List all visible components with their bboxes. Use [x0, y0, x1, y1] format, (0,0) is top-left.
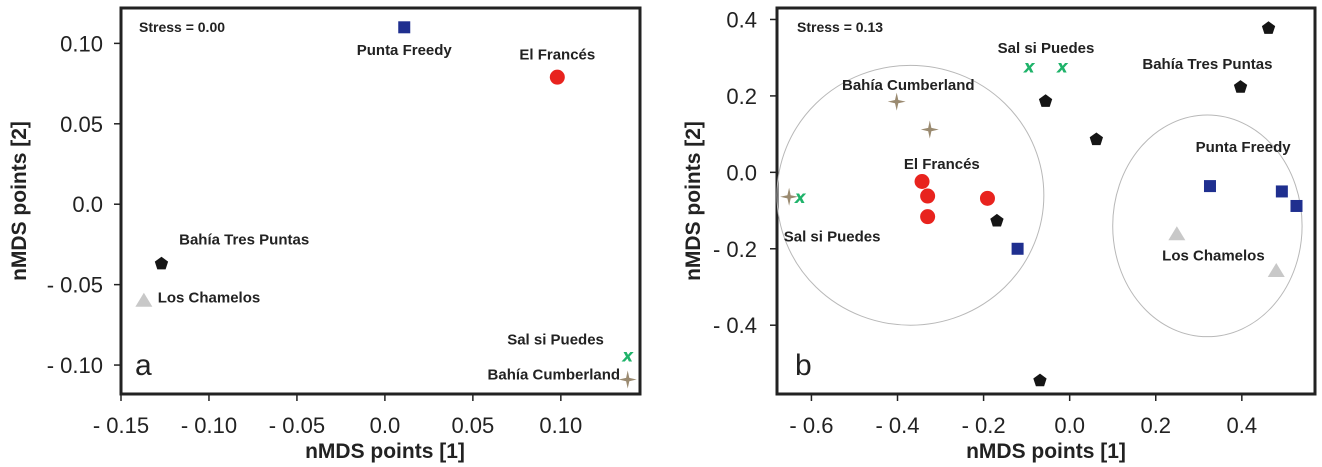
panel-b-y-tick-label: 0.0	[726, 160, 757, 185]
panel-b-stress: Stress = 0.13	[797, 19, 883, 35]
panel-a-y-tick-label: 0.0	[72, 192, 103, 217]
panel-a-x-tick-label: 0.10	[539, 413, 582, 438]
label-bahia-tres-puntas: Bahía Tres Puntas	[179, 232, 309, 249]
panel-b-x-tick-label: 0.2	[1140, 413, 1171, 438]
panel-a-xlabel: nMDS points [1]	[305, 440, 465, 463]
panel-b-points: xx x	[780, 21, 1303, 387]
panel-a-x-tick-label: - 0.15	[93, 413, 149, 438]
panel-a-x-tick-label: 0.0	[370, 413, 401, 438]
label-bahia-cumberland: Bahía Cumberland	[488, 367, 621, 384]
panel-b-x-tick-label: 0.4	[1227, 413, 1258, 438]
point-bahia-tres-puntas-pentagon	[990, 213, 1004, 227]
point-sal-si-puedes-x: x	[794, 188, 807, 208]
point-los-chamelos-triangle	[135, 292, 153, 307]
label-sal-si-puedes: Sal si Puedes	[784, 229, 881, 246]
panel-a-x-ticks: - 0.15 - 0.10 - 0.05 0.0 0.05 0.10	[93, 394, 582, 438]
point-el-frances-circle	[920, 209, 936, 225]
panel-a-x-tick-label: - 0.05	[269, 413, 325, 438]
label-bahia-tres-puntas: Bahía Tres Puntas	[1142, 56, 1272, 73]
point-bahia-tres-puntas-pentagon	[1233, 80, 1248, 93]
panel-b-xlabel: nMDS points [1]	[966, 440, 1126, 463]
point-bahia-tres-puntas-pentagon	[1089, 132, 1103, 146]
panel-b-x-tick-label: 0.0	[1054, 413, 1085, 438]
point-punta-freedy-square	[1290, 199, 1303, 212]
panel-b-letter: b	[795, 349, 812, 382]
label-los-chamelos: Los Chamelos	[158, 290, 261, 307]
panel-a-frame	[119, 6, 642, 396]
point-el-frances-circle	[549, 69, 565, 85]
panel-b-x-tick-label: - 0.2	[962, 413, 1006, 438]
label-sal-si-puedes: Sal si Puedes	[507, 331, 604, 348]
point-el-frances-circle	[979, 190, 995, 206]
panel-b-y-tick-label: - 0.2	[713, 237, 757, 262]
panel-b-x-tick-label: - 0.4	[875, 413, 919, 438]
panel-b-x-ticks: - 0.6 - 0.4 - 0.2 0.0 0.2 0.4	[789, 394, 1257, 438]
point-sal-si-puedes-x: x	[1023, 57, 1036, 77]
panel-a-y-tick-label: - 0.10	[47, 353, 103, 378]
panel-b-labels: Sal si Puedes Bahía Tres Puntas Bahía Cumb…	[784, 40, 1292, 265]
label-los-chamelos: Los Chamelos	[1162, 248, 1265, 265]
panel-b-y-tick-label: 0.4	[726, 7, 757, 32]
panel-a-labels: Punta Freedy El Francés Bahía Tres Puntas L…	[158, 42, 620, 384]
point-punta-freedy-square	[1203, 180, 1216, 193]
point-bahia-tres-puntas-pentagon	[154, 256, 169, 270]
point-bahia-cumberland-star	[780, 187, 799, 206]
point-los-chamelos-triangle	[1168, 226, 1186, 241]
point-el-frances-circle	[914, 174, 930, 190]
panel-a-letter: a	[135, 349, 152, 382]
panel-a-points: x	[135, 21, 637, 389]
label-el-frances: El Francés	[519, 47, 595, 64]
point-sal-si-puedes-x: x	[621, 346, 634, 366]
panel-a-y-ticks: 0.10 0.05 0.0 - 0.05 - 0.10	[47, 31, 121, 378]
label-bahia-cumberland: Bahía Cumberland	[842, 77, 975, 94]
point-bahia-cumberland-star	[618, 370, 637, 389]
panel-a-x-tick-label: 0.05	[451, 413, 494, 438]
point-sal-si-puedes-x: x	[1056, 57, 1069, 77]
point-punta-freedy-square	[398, 21, 411, 34]
point-el-frances-circle	[920, 188, 936, 204]
panel-b-x-tick-label: - 0.6	[789, 413, 833, 438]
point-bahia-tres-puntas-pentagon	[1261, 21, 1276, 34]
panel-b-ellipse-2	[1112, 114, 1303, 338]
panel-a-x-tick-label: - 0.10	[181, 413, 237, 438]
panel-a-y-tick-label: - 0.05	[47, 273, 103, 298]
panel-b-y-tick-label: - 0.4	[713, 313, 757, 338]
point-bahia-cumberland-star	[887, 92, 906, 111]
panel-a-y-tick-label: 0.10	[60, 31, 103, 56]
panel-b: Stress = 0.13 b nMDS points [1] nMDS poi…	[682, 6, 1317, 463]
panel-b-group-ellipses	[776, 64, 1303, 338]
panel-a-y-tick-label: 0.05	[60, 112, 103, 137]
point-bahia-tres-puntas-pentagon	[1038, 94, 1053, 107]
panel-a: Stress = 0.00 a nMDS points [1] nMDS poi…	[8, 6, 642, 463]
point-bahia-tres-puntas-pentagon	[1033, 373, 1047, 387]
panel-b-y-tick-label: 0.2	[726, 84, 757, 109]
panel-b-ylabel: nMDS points [2]	[682, 121, 705, 281]
point-punta-freedy-square	[1011, 242, 1024, 255]
label-el-frances: El Francés	[904, 156, 980, 173]
label-sal-si-puedes: Sal si Puedes	[998, 40, 1095, 57]
panel-b-ellipse-1	[776, 64, 1045, 326]
point-bahia-cumberland-star	[920, 120, 939, 139]
panel-a-ylabel: nMDS points [2]	[8, 121, 31, 281]
panel-b-y-ticks: 0.4 0.2 0.0 - 0.2 - 0.4	[713, 7, 777, 338]
label-punta-freedy: Punta Freedy	[357, 42, 453, 59]
label-punta-freedy: Punta Freedy	[1196, 139, 1292, 156]
panel-a-stress: Stress = 0.00	[139, 19, 225, 35]
point-punta-freedy-square	[1275, 185, 1288, 198]
point-los-chamelos-triangle	[1267, 262, 1285, 277]
